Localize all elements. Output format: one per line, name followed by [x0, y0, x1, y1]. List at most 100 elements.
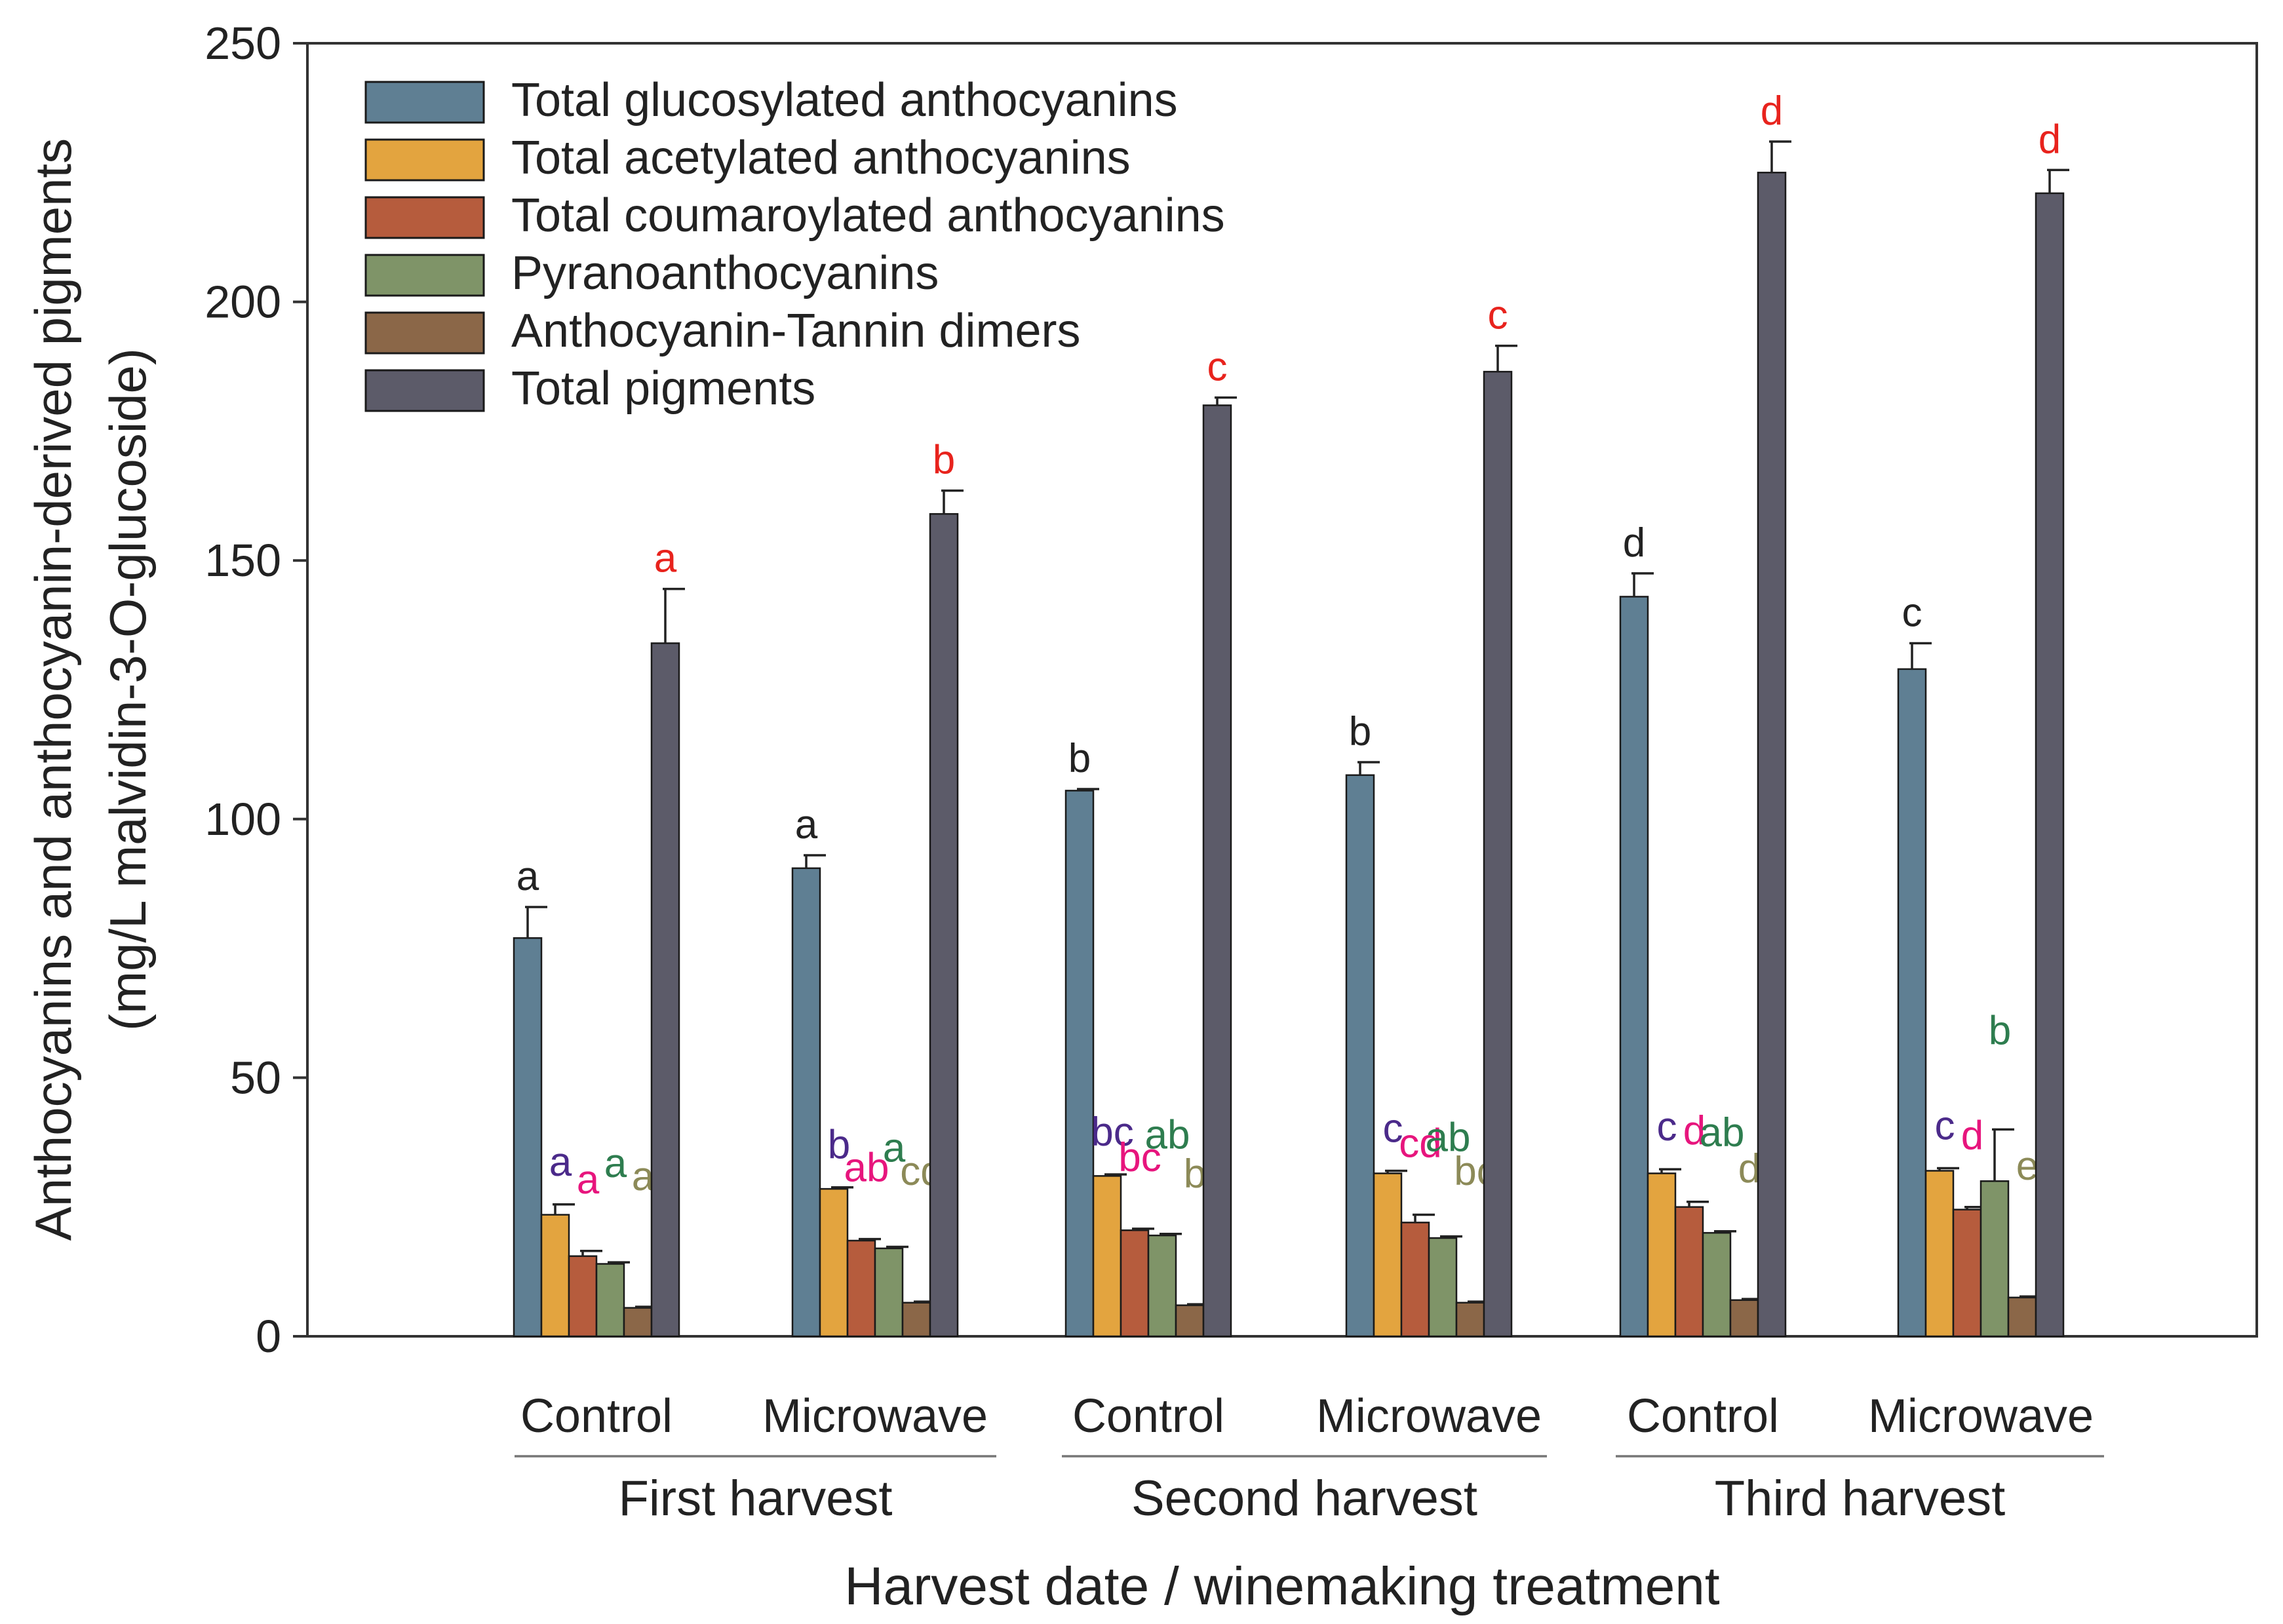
significance-letter: b — [1349, 709, 1371, 754]
bar — [1092, 1175, 1122, 1338]
bar — [568, 1255, 598, 1338]
bar — [1897, 668, 1927, 1338]
legend-swatch — [364, 138, 485, 182]
significance-letter: e — [2016, 1144, 2039, 1189]
bar — [901, 1302, 931, 1338]
significance-letter: b — [1068, 736, 1091, 781]
bar — [1345, 774, 1375, 1338]
x-category-label: Control — [520, 1390, 673, 1442]
significance-letter: a — [795, 802, 818, 847]
significance-letter: a — [549, 1140, 572, 1185]
significance-letter: b — [828, 1123, 850, 1168]
bar — [595, 1263, 625, 1338]
significance-letter: ab — [844, 1146, 889, 1191]
significance-letter: d — [1623, 520, 1645, 566]
x-category-label: Microwave — [1316, 1390, 1542, 1442]
legend-swatch — [364, 81, 485, 124]
y-tick-label: 100 — [205, 794, 281, 845]
significance-letter: c — [1657, 1104, 1677, 1150]
plot-frame — [306, 42, 2258, 1338]
legend-label: Anthocyanin-Tannin dimers — [511, 305, 1080, 357]
significance-letter: bc — [1091, 1110, 1133, 1155]
bar — [540, 1214, 570, 1338]
legend-label: Pyranoanthocyanins — [511, 247, 939, 300]
significance-letter: b — [933, 438, 955, 483]
bar — [2035, 192, 2065, 1338]
significance-letter: bc — [1118, 1135, 1161, 1180]
bar — [1483, 370, 1513, 1338]
significance-letter: b — [1184, 1151, 1206, 1197]
bar — [874, 1247, 904, 1338]
bar — [650, 642, 680, 1338]
legend-swatch — [364, 311, 485, 355]
group-label: Second harvest — [1131, 1471, 1477, 1526]
bar — [1455, 1302, 1485, 1338]
significance-letter: a — [517, 854, 539, 899]
x-category-label: Control — [1072, 1390, 1224, 1442]
bar — [1980, 1180, 2010, 1338]
bar — [1175, 1304, 1205, 1338]
y-tick-label: 50 — [230, 1052, 281, 1103]
significance-letter: d — [1761, 88, 1783, 134]
bar — [1952, 1208, 1982, 1338]
bar — [2007, 1296, 2037, 1338]
significance-letter: c — [1935, 1104, 1955, 1149]
bar — [1702, 1231, 1732, 1338]
bar — [1400, 1222, 1430, 1338]
significance-letter: c — [1902, 590, 1922, 635]
bar — [1202, 404, 1232, 1338]
legend: Total glucosylated anthocyanins Total ace… — [364, 74, 1225, 415]
group-label: Third harvest — [1715, 1471, 2006, 1526]
significance-letter: c — [1207, 345, 1228, 390]
bar — [929, 512, 959, 1338]
bar — [1729, 1299, 1759, 1338]
significance-letter: ab — [1145, 1113, 1190, 1158]
y-tick-label: 0 — [256, 1311, 281, 1362]
significance-letter: d — [1738, 1146, 1761, 1191]
significance-letter: ab — [1700, 1110, 1745, 1155]
bar — [1647, 1172, 1677, 1338]
bar — [1428, 1237, 1458, 1338]
significance-letter: c — [1383, 1106, 1403, 1151]
significance-letter: a — [883, 1125, 906, 1170]
x-category-label: Control — [1627, 1390, 1779, 1442]
y-tick-label: 250 — [205, 18, 281, 69]
significance-letter: d — [1961, 1113, 1983, 1159]
significance-letter: cd — [1399, 1121, 1441, 1167]
x-axis-labels: Control Microwave Control Microwave Control M… — [515, 1390, 2104, 1526]
bar — [1619, 596, 1649, 1338]
legend-swatch — [364, 254, 485, 297]
bar — [1674, 1206, 1704, 1338]
significance-letter: d — [2039, 117, 2061, 162]
significance-letter: c — [1488, 293, 1508, 338]
bar — [1757, 172, 1787, 1338]
legend-label: Total glucosylated anthocyanins — [511, 74, 1178, 126]
bar — [1147, 1234, 1177, 1338]
bar — [791, 867, 821, 1338]
y-axis-title-line2: (mg/L malvidin-3-O-glucoside) — [99, 348, 157, 1031]
significance-letter: d — [1683, 1108, 1706, 1153]
bar — [1373, 1172, 1403, 1338]
legend-label: Total acetylated anthocyanins — [511, 132, 1131, 184]
x-category-label: Microwave — [762, 1390, 988, 1442]
x-axis-title: Harvest date / winemaking treatment — [844, 1556, 1720, 1616]
group-label: First harvest — [618, 1471, 892, 1526]
significance-letter: a — [654, 536, 677, 581]
y-tick-label: 200 — [205, 277, 281, 328]
y-axis-title-line1: Anthocyanins and anthocyanin-derived pig… — [24, 138, 82, 1241]
significance-letter: ab — [1426, 1115, 1471, 1161]
x-category-label: Microwave — [1868, 1390, 2094, 1442]
y-tick-label: 150 — [205, 535, 281, 586]
legend-label: Total pigments — [511, 362, 815, 415]
bar — [1120, 1229, 1150, 1338]
bar — [846, 1239, 876, 1338]
significance-letter: b — [1989, 1008, 2011, 1053]
bar — [1924, 1170, 1955, 1338]
bar — [623, 1307, 653, 1338]
bar — [819, 1188, 849, 1338]
y-axis: 0 50 100 150 200 250 — [205, 18, 307, 1362]
legend-label: Total coumaroylated anthocyanins — [511, 189, 1225, 242]
legend-swatch — [364, 196, 485, 239]
